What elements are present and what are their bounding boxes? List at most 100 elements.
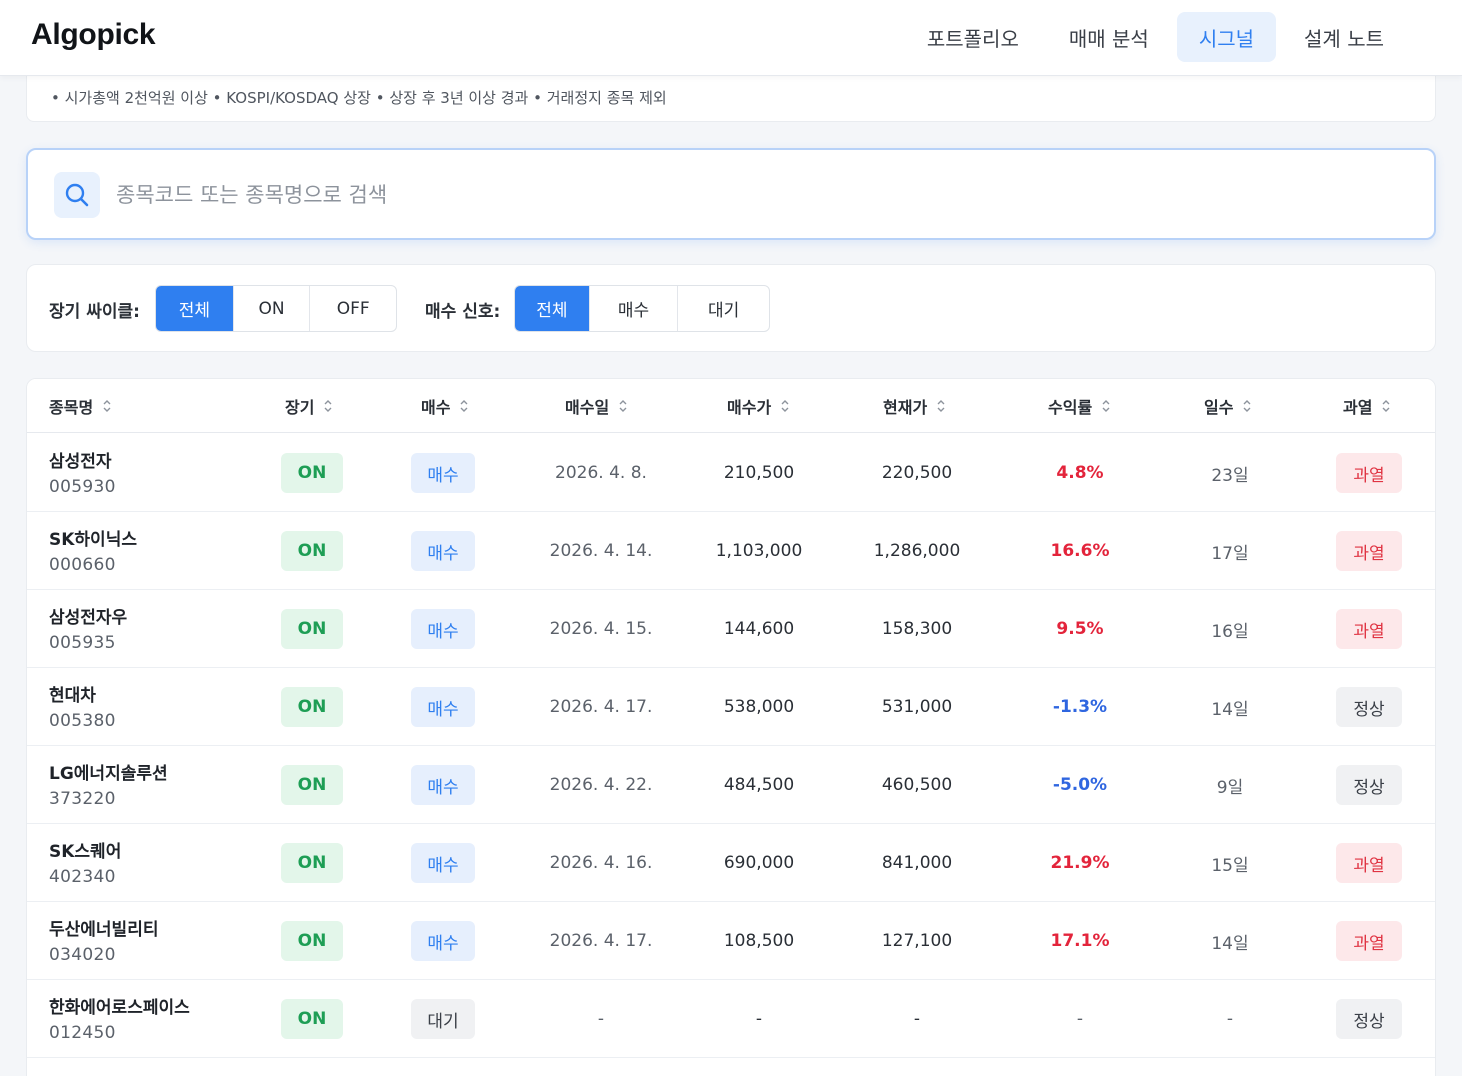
holding-days: 14일	[1211, 699, 1249, 720]
heat-status-badge: 과열	[1336, 921, 1402, 961]
search-input[interactable]	[116, 172, 1396, 218]
column-header-days[interactable]: 일수	[1204, 379, 1252, 433]
stock-name-cell: LG에너지솔루션 373220	[49, 746, 168, 824]
cycle-status-badge: ON	[281, 843, 343, 883]
nav-item-signal[interactable]: 시그널	[1176, 12, 1277, 62]
stock-code: 373220	[49, 789, 116, 809]
buy-price: 1,103,000	[715, 541, 803, 561]
current-price-cell: 127,100	[842, 902, 992, 980]
holding-days: 17일	[1211, 543, 1249, 564]
signal-status-badge-cell: 매수	[368, 668, 518, 746]
sort-icon[interactable]	[618, 399, 628, 413]
return-rate-cell: -1.3%	[1005, 668, 1155, 746]
stock-name-cell: 두산에너빌리티 034020	[49, 902, 158, 980]
heat-status-badge-cell: 과열	[1294, 434, 1435, 512]
signal-filter-buy[interactable]: 매수	[590, 286, 679, 331]
cycle-status-badge: ON	[281, 687, 343, 727]
column-header-signal[interactable]: 매수	[421, 379, 469, 433]
nav-item-design-notes[interactable]: 설계 노트	[1304, 26, 1384, 51]
return-rate: 17.1%	[1050, 931, 1110, 951]
cycle-status-badge-cell: ON	[237, 746, 387, 824]
signal-filter-wait[interactable]: 대기	[708, 301, 740, 321]
current-price-cell: 531,000	[842, 668, 992, 746]
signal-filter-all[interactable]: 전체	[515, 286, 590, 331]
table-row[interactable]: LG에너지솔루션 373220 ON 매수 2026. 4. 22. 484,500 460…	[27, 746, 1435, 824]
sort-icon[interactable]	[1381, 399, 1391, 413]
cycle-status-badge: ON	[281, 609, 343, 649]
table-row[interactable]: SK하이닉스 000660 ON 매수 2026. 4. 14. 1,103,000 1,2…	[27, 512, 1435, 590]
nav-item-portfolio[interactable]: 포트폴리오	[926, 26, 1019, 51]
sort-icon[interactable]	[323, 399, 333, 413]
signal-status-badge: 매수	[411, 609, 475, 649]
column-header-buy-price[interactable]: 매수가	[727, 379, 790, 433]
table-row[interactable]: SK스퀘어 402340 ON 매수 2026. 4. 16. 690,000 841,00…	[27, 824, 1435, 902]
stock-code: 005380	[49, 711, 116, 731]
stock-name[interactable]: 삼성전자	[49, 452, 112, 472]
buy-date-cell: 2026. 4. 17.	[526, 668, 676, 746]
column-header-return[interactable]: 수익률	[1048, 379, 1111, 433]
column-header-name[interactable]: 종목명	[49, 379, 112, 433]
current-price: 531,000	[881, 697, 953, 717]
stock-name-cell: SK하이닉스 000660	[49, 512, 137, 590]
signal-status-badge-cell: 매수	[368, 824, 518, 902]
sort-icon[interactable]	[1101, 399, 1111, 413]
table-row[interactable]: 현대차 005380 ON 매수 2026. 4. 17. 538,000 531,000 -…	[27, 668, 1435, 746]
holding-days: 23일	[1211, 465, 1249, 486]
sort-icon[interactable]	[102, 399, 112, 413]
table-row[interactable]: 삼성전자우 005935 ON 매수 2026. 4. 15. 144,600 158,30…	[27, 590, 1435, 668]
stock-name-cell: SK스퀘어 402340	[49, 824, 121, 902]
table-row[interactable]: 삼성전자 005930 ON 매수 2026. 4. 8. 210,500 220,500 4…	[27, 434, 1435, 512]
brand-logo[interactable]: Algopick	[31, 18, 156, 51]
heat-status-badge-cell: 과열	[1294, 824, 1435, 902]
current-price-cell: 220,500	[842, 434, 992, 512]
table-row[interactable]: 한화에어로스페이스 012450 ON 대기 - - - - - 정상	[27, 980, 1435, 1058]
cycle-filter-all[interactable]: 전체	[156, 286, 234, 331]
holding-days-cell: 23일	[1155, 434, 1305, 512]
return-rate: -1.3%	[1052, 697, 1108, 717]
stock-name[interactable]: SK하이닉스	[49, 530, 137, 550]
heat-status-badge-cell: 정상	[1294, 668, 1435, 746]
sort-icon[interactable]	[1242, 399, 1252, 413]
stock-name-cell: 삼성전자우 005935	[49, 590, 127, 668]
stock-name[interactable]: LG에너지솔루션	[49, 764, 168, 784]
current-price: 841,000	[881, 853, 953, 873]
heat-status-badge: 과열	[1336, 843, 1402, 883]
buy-price: 690,000	[723, 853, 795, 873]
stock-name[interactable]: 현대차	[49, 686, 96, 706]
buy-date-cell: 2026. 4. 8.	[526, 434, 676, 512]
return-rate: 21.9%	[1050, 853, 1110, 873]
column-header-current-price[interactable]: 현재가	[883, 379, 946, 433]
sort-icon[interactable]	[780, 399, 790, 413]
buy-date: 2026. 4. 14.	[549, 541, 653, 561]
signal-status-badge: 매수	[411, 765, 475, 805]
holding-days: 16일	[1211, 621, 1249, 642]
column-header-buy-date[interactable]: 매수일	[565, 379, 628, 433]
column-header-label: 현재가	[883, 398, 928, 417]
search-icon[interactable]	[54, 172, 100, 218]
cycle-filter-off[interactable]: OFF	[336, 298, 370, 319]
cycle-status-badge-cell: ON	[237, 824, 387, 902]
heat-status-badge-cell: 정상	[1294, 980, 1435, 1058]
table-row[interactable]: 두산에너빌리티 034020 ON 매수 2026. 4. 17. 108,500 127,…	[27, 902, 1435, 980]
signal-status-badge-cell: 매수	[368, 902, 518, 980]
stock-name[interactable]: SK스퀘어	[49, 842, 122, 862]
buy-date-cell: -	[526, 980, 676, 1058]
sort-icon[interactable]	[459, 399, 469, 413]
buy-date: 2026. 4. 8.	[555, 463, 647, 483]
stock-name[interactable]: 한화에어로스페이스	[49, 998, 190, 1018]
heat-status-badge-cell: 과열	[1294, 590, 1435, 668]
column-header-cycle[interactable]: 장기	[285, 379, 333, 433]
cycle-filter-on[interactable]: ON	[234, 286, 311, 331]
signal-filter-label: 매수 신호:	[425, 302, 501, 322]
current-price-cell: 1,286,000	[842, 512, 992, 590]
column-header-label: 일수	[1204, 398, 1234, 417]
return-rate-cell: 21.9%	[1005, 824, 1155, 902]
column-header-label: 종목명	[49, 398, 94, 417]
nav-item-trade-analysis[interactable]: 매매 분석	[1068, 26, 1149, 51]
stock-name-cell: 삼성전자 005930	[49, 434, 116, 512]
stock-name[interactable]: 삼성전자우	[49, 608, 128, 628]
column-header-heat[interactable]: 과열	[1343, 379, 1391, 433]
return-rate: -	[1076, 1009, 1084, 1029]
stock-name[interactable]: 두산에너빌리티	[49, 920, 159, 940]
sort-icon[interactable]	[936, 399, 946, 413]
